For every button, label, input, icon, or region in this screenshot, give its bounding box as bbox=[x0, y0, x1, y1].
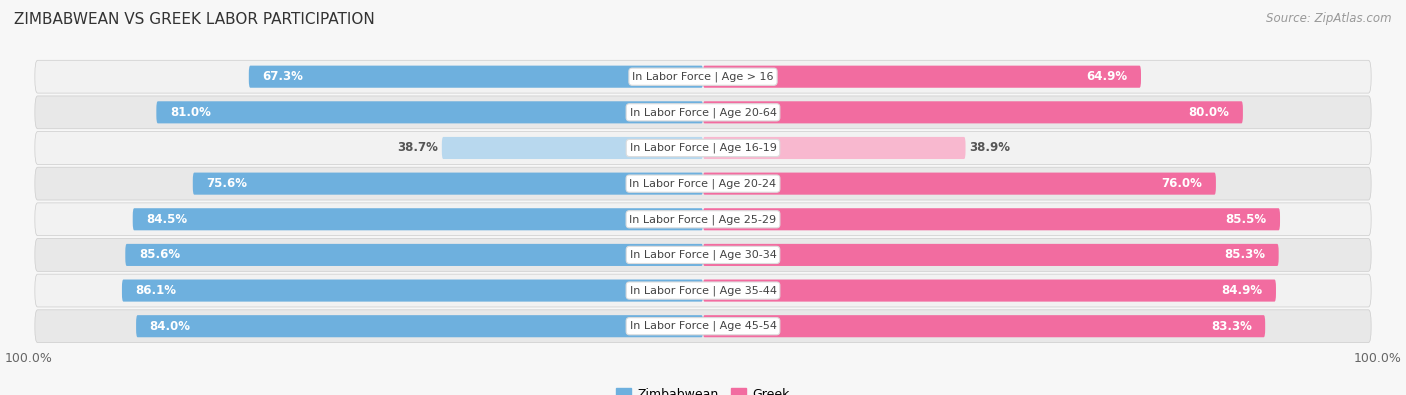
Text: 76.0%: 76.0% bbox=[1161, 177, 1202, 190]
FancyBboxPatch shape bbox=[441, 137, 703, 159]
Text: 85.3%: 85.3% bbox=[1225, 248, 1265, 261]
FancyBboxPatch shape bbox=[125, 244, 703, 266]
Text: In Labor Force | Age 45-54: In Labor Force | Age 45-54 bbox=[630, 321, 776, 331]
Text: In Labor Force | Age 16-19: In Labor Force | Age 16-19 bbox=[630, 143, 776, 153]
FancyBboxPatch shape bbox=[35, 239, 1371, 271]
Text: 85.6%: 85.6% bbox=[139, 248, 180, 261]
Text: 85.5%: 85.5% bbox=[1226, 213, 1267, 226]
FancyBboxPatch shape bbox=[156, 101, 703, 123]
Text: 75.6%: 75.6% bbox=[207, 177, 247, 190]
FancyBboxPatch shape bbox=[703, 280, 1277, 302]
Text: 64.9%: 64.9% bbox=[1087, 70, 1128, 83]
FancyBboxPatch shape bbox=[35, 96, 1371, 129]
Text: 38.7%: 38.7% bbox=[398, 141, 439, 154]
FancyBboxPatch shape bbox=[249, 66, 703, 88]
FancyBboxPatch shape bbox=[703, 208, 1279, 230]
Legend: Zimbabwean, Greek: Zimbabwean, Greek bbox=[612, 383, 794, 395]
Text: Source: ZipAtlas.com: Source: ZipAtlas.com bbox=[1267, 12, 1392, 25]
FancyBboxPatch shape bbox=[35, 167, 1371, 200]
FancyBboxPatch shape bbox=[35, 274, 1371, 307]
Text: 67.3%: 67.3% bbox=[263, 70, 304, 83]
Text: In Labor Force | Age 30-34: In Labor Force | Age 30-34 bbox=[630, 250, 776, 260]
Text: 38.9%: 38.9% bbox=[969, 141, 1010, 154]
FancyBboxPatch shape bbox=[122, 280, 703, 302]
Text: ZIMBABWEAN VS GREEK LABOR PARTICIPATION: ZIMBABWEAN VS GREEK LABOR PARTICIPATION bbox=[14, 12, 375, 27]
Text: 84.9%: 84.9% bbox=[1222, 284, 1263, 297]
Text: 84.0%: 84.0% bbox=[149, 320, 191, 333]
FancyBboxPatch shape bbox=[35, 60, 1371, 93]
FancyBboxPatch shape bbox=[703, 173, 1216, 195]
Text: 81.0%: 81.0% bbox=[170, 106, 211, 119]
FancyBboxPatch shape bbox=[35, 203, 1371, 236]
FancyBboxPatch shape bbox=[136, 315, 703, 337]
FancyBboxPatch shape bbox=[193, 173, 703, 195]
FancyBboxPatch shape bbox=[703, 244, 1278, 266]
FancyBboxPatch shape bbox=[132, 208, 703, 230]
Text: 83.3%: 83.3% bbox=[1211, 320, 1251, 333]
Text: In Labor Force | Age 20-64: In Labor Force | Age 20-64 bbox=[630, 107, 776, 118]
Text: 84.5%: 84.5% bbox=[146, 213, 187, 226]
FancyBboxPatch shape bbox=[703, 101, 1243, 123]
Text: In Labor Force | Age 20-24: In Labor Force | Age 20-24 bbox=[630, 179, 776, 189]
FancyBboxPatch shape bbox=[703, 315, 1265, 337]
Text: In Labor Force | Age > 16: In Labor Force | Age > 16 bbox=[633, 71, 773, 82]
FancyBboxPatch shape bbox=[35, 310, 1371, 342]
Text: 86.1%: 86.1% bbox=[135, 284, 176, 297]
Text: In Labor Force | Age 25-29: In Labor Force | Age 25-29 bbox=[630, 214, 776, 224]
Text: In Labor Force | Age 35-44: In Labor Force | Age 35-44 bbox=[630, 285, 776, 296]
Text: 80.0%: 80.0% bbox=[1188, 106, 1229, 119]
FancyBboxPatch shape bbox=[703, 66, 1142, 88]
FancyBboxPatch shape bbox=[703, 137, 966, 159]
FancyBboxPatch shape bbox=[35, 132, 1371, 164]
